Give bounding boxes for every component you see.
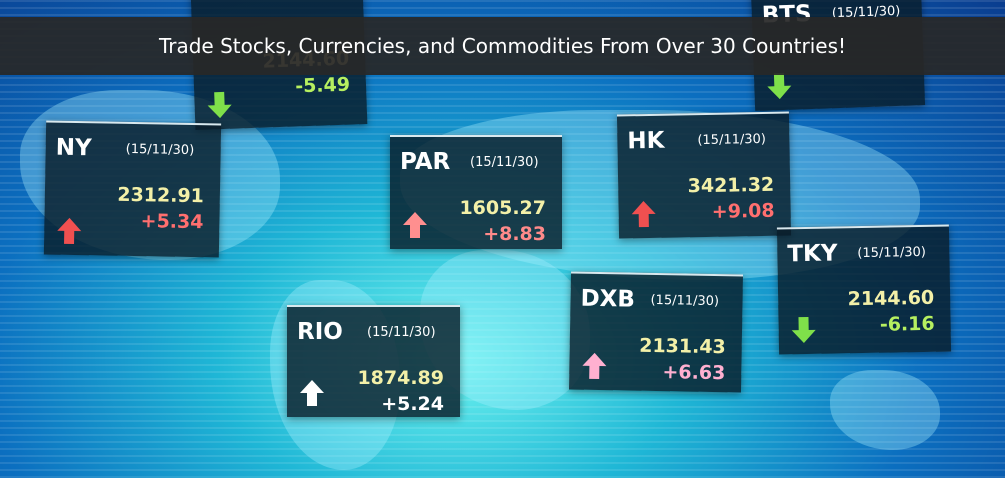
ticker-card: DXB (15/11/30) 2131.43 +6.63 xyxy=(568,271,744,393)
banner-title: Trade Stocks, Currencies, and Commoditie… xyxy=(0,17,1005,75)
map-land xyxy=(830,370,940,450)
card-date: (15/11/30) xyxy=(125,141,195,159)
card-city: NY xyxy=(55,134,92,162)
ticker-card: 2144.60-5.49 xyxy=(190,0,368,130)
card-price: 1605.27 xyxy=(459,197,546,219)
card-date: (15/11/30) xyxy=(857,244,927,262)
ticker-card: HK (15/11/30) 3421.32 +9.08 xyxy=(616,111,792,239)
card-change: +5.34 xyxy=(140,210,204,234)
ticker-card: NY (15/11/30) 2312.91 +5.34 xyxy=(43,120,222,258)
card-city: PAR xyxy=(400,149,451,175)
card-city: DXB xyxy=(580,285,636,313)
ticker-card: TKY (15/11/30) 2144.60 -6.16 xyxy=(776,224,952,355)
card-price: 2144.60 xyxy=(847,286,935,311)
card-date: (15/11/30) xyxy=(697,131,767,149)
ticker-card: BTS (15/11/30) xyxy=(750,0,926,111)
ticker-card: RIO (15/11/30) 1874.89 +5.24 xyxy=(287,305,460,417)
card-change: -5.49 xyxy=(294,73,351,98)
card-price: 1874.89 xyxy=(357,367,444,389)
card-date: (15/11/30) xyxy=(367,325,436,340)
card-city: RIO xyxy=(297,319,343,345)
arrow-up xyxy=(300,380,324,406)
card-city: TKY xyxy=(787,240,838,268)
card-price: 2131.43 xyxy=(639,334,726,359)
ticker-card: PAR (15/11/30) 1605.27 +8.83 xyxy=(390,135,562,249)
card-change: +5.24 xyxy=(381,393,444,415)
card-change: +6.63 xyxy=(662,361,726,385)
arrow-up xyxy=(403,212,427,238)
card-date: (15/11/30) xyxy=(650,292,720,310)
arrow-down xyxy=(207,91,232,119)
arrow-up xyxy=(582,352,607,380)
card-change: -6.16 xyxy=(879,312,935,336)
card-date: (15/11/30) xyxy=(470,155,539,170)
arrow-up xyxy=(57,217,82,244)
arrow-up xyxy=(631,201,656,228)
card-city: HK xyxy=(627,127,665,155)
card-price: 2312.91 xyxy=(117,183,205,208)
arrow-down xyxy=(791,316,816,344)
arrow-down xyxy=(767,72,792,100)
card-price: 3421.32 xyxy=(687,173,775,198)
card-change: +9.08 xyxy=(711,199,775,223)
card-change: +8.83 xyxy=(483,223,546,245)
